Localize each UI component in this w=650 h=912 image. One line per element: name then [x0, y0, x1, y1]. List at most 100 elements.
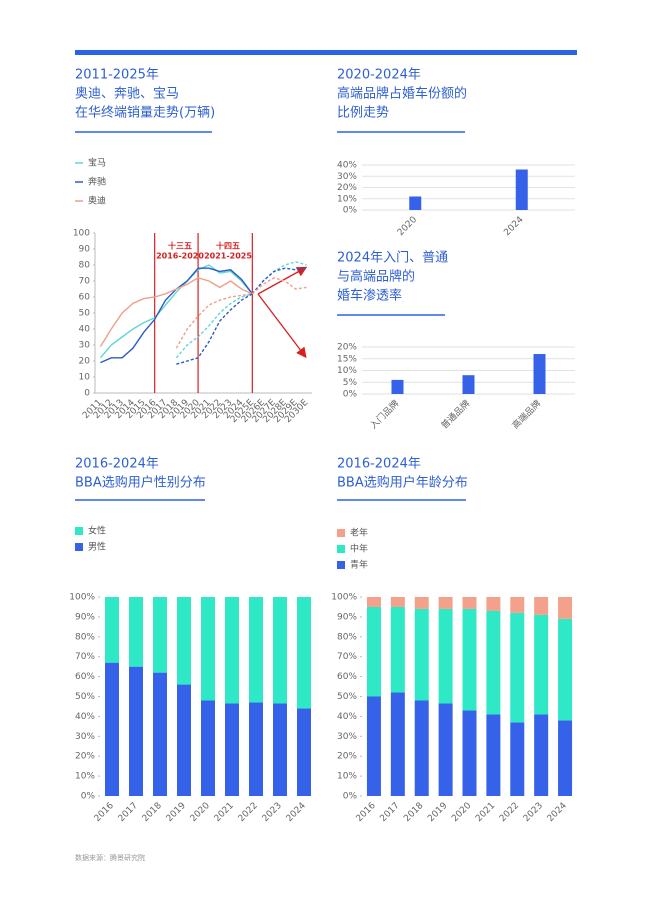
y-tick-label: 60: [79, 293, 91, 303]
bar: [515, 169, 528, 210]
legend-swatch: [337, 529, 345, 537]
x-tick-label: 2016: [93, 801, 116, 824]
line-series: [251, 261, 307, 295]
x-tick-label: 2016: [355, 801, 378, 824]
bar-segment: [486, 610, 501, 715]
chart-title: 2020-2024年: [337, 68, 421, 83]
bar-segment: [273, 597, 287, 704]
bar-segment: [201, 597, 215, 701]
bar-segment: [486, 714, 501, 796]
y-tick-label: 0%: [343, 206, 358, 216]
x-tick-label: 2024: [285, 801, 308, 824]
bar: [533, 354, 546, 394]
x-tick-label: 2019: [426, 801, 449, 824]
x-tick-label: 2021: [213, 801, 236, 824]
y-tick-label: 0%: [81, 792, 96, 802]
x-tick-label: 2022: [237, 801, 260, 824]
annotation: 2021-2025: [204, 252, 252, 261]
x-tick-label: 2022: [498, 801, 521, 824]
bar-segment: [510, 597, 525, 613]
y-tick-label: 40%: [337, 161, 357, 171]
y-tick-label: 10%: [337, 366, 357, 376]
y-tick-label: 20%: [337, 343, 357, 353]
legend-label: 中年: [350, 543, 368, 555]
source: 数据来源：腾景研究院: [75, 853, 145, 862]
chart-title: 2024年入门、普通: [337, 251, 448, 266]
chart-title: 2011-2025年: [75, 68, 159, 83]
bar-segment: [129, 597, 143, 667]
bar-segment: [390, 692, 405, 796]
line-series: [99, 264, 253, 359]
x-tick-label: 2024: [502, 215, 525, 238]
legend-label: 奥迪: [88, 195, 106, 207]
bar-segment: [177, 597, 191, 685]
y-tick-label: 60%: [337, 672, 357, 682]
bar-segment: [414, 608, 429, 701]
bar-segment: [558, 597, 573, 619]
x-tick-label: 高端品牌: [509, 397, 543, 431]
line-series: [175, 293, 253, 349]
bar-segment: [366, 696, 381, 796]
chart-title: BBA选购用户性别分布: [75, 475, 206, 491]
chart-title: 2016-2024年: [337, 457, 421, 472]
y-tick-label: 5%: [343, 378, 358, 388]
chart-title: 2016-2024年: [75, 457, 159, 472]
line-series: [251, 267, 307, 295]
bar-segment: [438, 608, 453, 704]
line-series: [251, 277, 307, 295]
x-tick-label: 2018: [402, 801, 425, 824]
bar-segment: [366, 606, 381, 697]
x-tick-label: 2020: [189, 801, 212, 824]
annotation: 十三五: [168, 241, 192, 251]
bar-segment: [153, 597, 167, 673]
chart-title: 婚车渗透率: [337, 288, 402, 304]
legend-label: 青年: [350, 559, 368, 571]
y-tick-label: 90%: [337, 612, 357, 622]
bar-segment: [558, 720, 573, 796]
bar-segment: [438, 703, 453, 796]
y-tick-label: 90: [79, 245, 91, 255]
y-tick-label: 90%: [75, 612, 95, 622]
y-tick-label: 10%: [337, 772, 357, 782]
legend-swatch: [337, 545, 345, 553]
bar-segment: [510, 612, 525, 723]
y-tick-label: 70: [79, 277, 91, 287]
y-tick-label: 50%: [337, 692, 357, 702]
annotation: 十四五: [216, 241, 240, 251]
bar-segment: [414, 597, 429, 609]
line-series: [99, 277, 253, 347]
x-tick-label: 2017: [117, 801, 140, 824]
y-tick-label: 20%: [337, 183, 357, 193]
bar-segment: [105, 597, 119, 663]
bar-segment: [558, 618, 573, 721]
y-tick-label: 100: [73, 229, 90, 239]
y-tick-label: 10%: [337, 194, 357, 204]
y-tick-label: 30%: [75, 732, 95, 742]
y-tick-label: 100%: [331, 593, 357, 603]
bar-segment: [273, 703, 287, 796]
bar-segment: [225, 703, 239, 796]
legend-swatch: [337, 561, 345, 569]
bar-segment: [390, 597, 405, 607]
arrow: [257, 266, 308, 295]
x-tick-label: 2021: [474, 801, 497, 824]
y-tick-label: 0%: [343, 390, 358, 400]
bar-segment: [201, 700, 215, 796]
y-tick-label: 30%: [337, 732, 357, 742]
bar-segment: [105, 662, 119, 796]
bar-segment: [249, 702, 263, 796]
x-tick-label: 2020: [450, 801, 473, 824]
y-tick-label: 15%: [337, 354, 357, 364]
chart-title: 比例走势: [337, 105, 389, 121]
y-tick-label: 20%: [75, 752, 95, 762]
bar-segment: [534, 614, 549, 715]
y-tick-label: 0%: [343, 792, 358, 802]
bar: [391, 379, 404, 394]
bar-segment: [366, 597, 381, 607]
bar-segment: [129, 666, 143, 796]
x-tick-label: 2024: [546, 801, 569, 824]
legend-label: 女性: [88, 525, 106, 537]
y-tick-label: 80%: [75, 632, 95, 642]
chart-title: 与高端品牌的: [337, 269, 415, 285]
bar-segment: [153, 672, 167, 796]
